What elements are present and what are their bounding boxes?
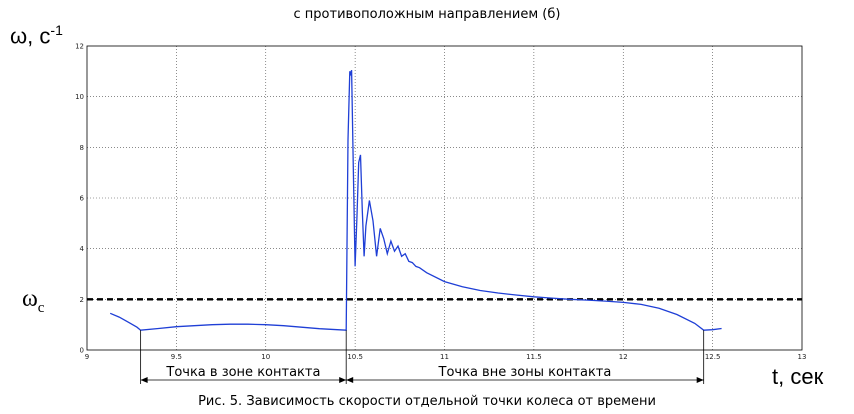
figure-caption: Рис. 5. Зависимость скорости отдельной т… [198, 394, 656, 409]
omega-c-label: ωc [22, 286, 45, 316]
arrowhead-icon [140, 377, 148, 383]
x-tick-label: 9.5 [171, 353, 182, 361]
x-tick-label: 11 [440, 353, 449, 361]
zone-label: Точка вне зоны контакта [438, 365, 612, 380]
y-tick-label: 8 [80, 144, 84, 152]
x-tick-label: 13 [798, 353, 807, 361]
x-tick-label: 9 [85, 353, 89, 361]
y-tick-label: 6 [80, 195, 85, 203]
series-line-angular-speed [109, 69, 722, 331]
zone-label: Точка в зоне контакта [165, 365, 320, 380]
arrowhead-icon [346, 377, 354, 383]
axis-ticks: 9 9.5 10 10.5 11 11.5 12 12.5 13 0 2 4 6 8 10 12 [75, 43, 806, 362]
x-tick-label: 12 [619, 353, 628, 361]
top-caption: с противоположным направлением (б) [293, 7, 561, 22]
x-tick-label: 11.5 [526, 353, 542, 361]
y-tick-label: 2 [80, 296, 84, 304]
plot-frame [86, 45, 803, 351]
x-tick-label: 12.5 [705, 353, 721, 361]
x-axis-label: t, сек [772, 364, 824, 389]
x-tick-label: 10.5 [347, 353, 363, 361]
zone-annotations: Точка в зоне контакта Точка вне зоны конт… [140, 330, 705, 384]
arrowhead-icon [339, 377, 347, 383]
y-tick-label: 10 [75, 93, 84, 101]
arrowhead-icon [696, 377, 704, 383]
y-axis-label: ω, с-1 [10, 22, 63, 49]
grid [87, 46, 802, 350]
y-tick-label: 12 [75, 43, 84, 51]
x-tick-label: 10 [261, 353, 270, 361]
y-tick-label: 0 [80, 347, 84, 355]
y-tick-label: 4 [80, 245, 85, 253]
